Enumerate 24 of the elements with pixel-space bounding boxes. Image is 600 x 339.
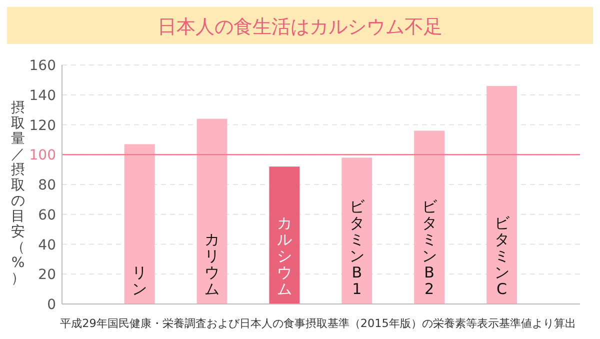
y-tick-label: 20 — [38, 267, 56, 284]
text: 平成29年国民健康・栄養調査および日本人の食事摂取基準（2015年版）の栄養素等表示基準値より算出 — [60, 317, 576, 330]
y-tick-label: 120 — [29, 118, 56, 134]
bar — [486, 86, 517, 304]
bar — [196, 118, 228, 304]
x-tick-label: カリウム — [204, 230, 220, 298]
bar — [124, 144, 155, 304]
y-tick-label: 80 — [38, 178, 56, 194]
bar — [269, 166, 300, 304]
y-tick-label: 0 — [47, 297, 56, 313]
chart-title: 日本人の食生活はカルシウム不足 — [158, 16, 442, 38]
y-tick-label: 40 — [38, 237, 56, 254]
x-tick-label: リン — [132, 264, 148, 298]
y-tick-label: 160 — [29, 58, 56, 74]
x-tick-label: ビタミンB1 — [349, 198, 366, 298]
y-tick-label: 60 — [38, 207, 56, 224]
x-tick-label: ビタミンB2 — [422, 198, 438, 298]
text: 摂取量／摂取の目安（%） — [11, 100, 25, 286]
x-tick-label: カルシウム — [276, 214, 292, 298]
x-tick-label: ビタミンC — [494, 214, 510, 298]
bar — [414, 130, 445, 304]
y-tick-label: 140 — [29, 88, 56, 104]
bar — [342, 158, 372, 304]
y-tick-label: 100 — [29, 148, 56, 164]
